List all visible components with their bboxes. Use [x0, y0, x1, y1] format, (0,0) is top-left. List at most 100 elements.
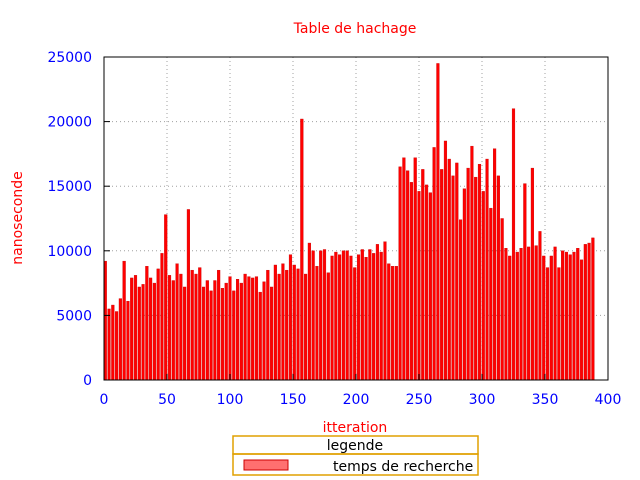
bar — [466, 167, 470, 381]
bar — [394, 266, 398, 381]
bar — [443, 140, 448, 381]
bar — [186, 209, 190, 381]
legend-entry-box — [232, 453, 479, 476]
bar — [527, 246, 531, 381]
bar — [511, 108, 516, 381]
bar — [576, 248, 580, 381]
bar — [379, 251, 383, 381]
bar — [462, 188, 466, 381]
bar — [322, 249, 327, 381]
bar — [137, 286, 141, 381]
bar — [364, 257, 368, 381]
chart-title: Table de hachage — [293, 21, 417, 37]
bar — [459, 219, 463, 381]
bar — [341, 250, 345, 381]
bar — [409, 182, 413, 381]
bar — [519, 248, 523, 381]
y-tick-label: 20000 — [47, 115, 92, 131]
bar — [266, 269, 270, 381]
bar — [368, 249, 372, 381]
bar — [398, 166, 402, 381]
y-tick-label: 25000 — [47, 50, 92, 66]
bar — [477, 164, 482, 381]
bar — [239, 282, 243, 381]
bar — [190, 269, 194, 381]
bar — [235, 279, 240, 381]
bar — [383, 241, 387, 381]
bar — [258, 291, 262, 381]
bar — [436, 63, 440, 381]
x-tick-label: 350 — [532, 392, 559, 408]
bar — [549, 255, 553, 381]
bar — [247, 276, 251, 381]
bar — [307, 242, 311, 381]
bar — [300, 118, 304, 381]
bar — [538, 231, 542, 381]
bar — [428, 192, 432, 381]
bar — [330, 255, 334, 381]
bar — [402, 157, 406, 381]
x-tick-label: 100 — [217, 392, 244, 408]
bar — [451, 175, 455, 381]
x-tick-label: 50 — [158, 392, 176, 408]
bar — [561, 250, 565, 381]
bar — [296, 268, 300, 381]
bar — [515, 251, 519, 381]
bar — [149, 277, 153, 381]
bar — [285, 269, 289, 381]
bar — [183, 286, 187, 381]
y-tick-label: 0 — [83, 373, 92, 389]
bar — [493, 148, 497, 381]
bar — [126, 300, 130, 381]
bar — [568, 254, 572, 381]
y-tick-label: 10000 — [47, 244, 92, 260]
bar — [292, 264, 296, 381]
bar — [523, 183, 527, 381]
x-tick-label: 300 — [469, 392, 496, 408]
bar — [530, 167, 534, 381]
bar — [228, 276, 232, 381]
legend: legende temps de recherche — [232, 435, 479, 476]
legend-label: temps de recherche — [333, 459, 473, 475]
y-tick-label: 15000 — [47, 179, 92, 195]
bar — [375, 244, 379, 381]
bar — [141, 284, 145, 381]
x-axis-ticks: 0 50 100 150 200 250 300 350 400 — [100, 374, 622, 408]
bar — [447, 158, 451, 381]
bar — [326, 272, 330, 381]
bar — [156, 268, 160, 381]
bar — [572, 251, 576, 381]
legend-title: legende — [327, 438, 383, 454]
bar — [334, 251, 338, 381]
bar — [372, 253, 376, 381]
bar — [262, 281, 266, 381]
bar — [111, 304, 115, 381]
bar — [201, 286, 206, 381]
bar — [542, 255, 546, 381]
bar — [360, 249, 364, 381]
bar — [587, 242, 591, 381]
bar — [553, 246, 557, 381]
bar — [152, 282, 156, 381]
bar — [345, 250, 349, 381]
bar — [440, 169, 444, 381]
x-tick-label: 250 — [406, 392, 433, 408]
x-tick-label: 200 — [343, 392, 370, 408]
bar — [390, 266, 395, 381]
bar — [118, 298, 122, 381]
bar — [254, 276, 259, 381]
bar — [417, 191, 421, 381]
bar — [194, 273, 198, 381]
bar — [319, 250, 323, 381]
y-tick-label: 5000 — [56, 308, 92, 324]
bar — [579, 259, 584, 381]
bar — [220, 288, 225, 381]
legend-swatch — [243, 459, 289, 471]
bar — [130, 277, 134, 381]
y-axis-label: nanoseconde — [10, 171, 26, 264]
x-tick-label: 400 — [595, 392, 622, 408]
bar — [545, 267, 550, 381]
bar — [504, 248, 508, 381]
bar — [122, 260, 126, 381]
